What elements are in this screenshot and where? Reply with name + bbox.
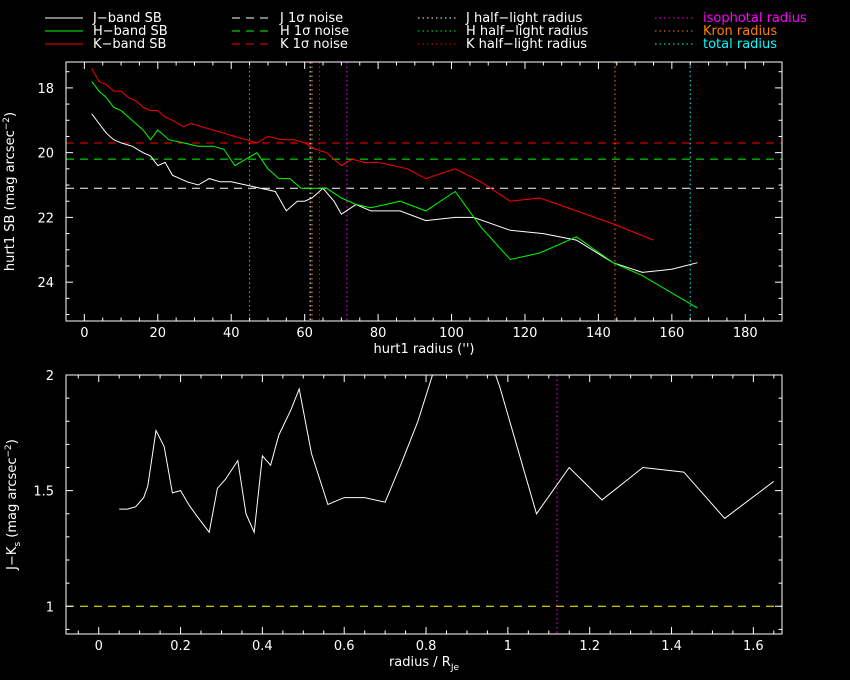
x-tick-label: 0 <box>95 639 103 654</box>
y-tick-label: 20 <box>37 147 54 162</box>
x-tick-label: 1.4 <box>661 639 682 654</box>
series-k-band-sb <box>91 68 654 241</box>
y-tick-label: 1.5 <box>33 485 54 500</box>
legend-label-k-band-sb: K−band SB <box>93 37 166 52</box>
legend-label-j-1-noise: J 1σ noise <box>279 11 343 26</box>
x-tick-label: 0.2 <box>170 639 191 654</box>
x-tick-label: 60 <box>296 326 313 341</box>
x-tick-label: 1.2 <box>579 639 600 654</box>
legend-label-total-radius: total radius <box>703 37 777 52</box>
y-tick-label: 1 <box>46 600 54 615</box>
series-h-band-sb <box>91 81 698 309</box>
y-tick-label: 2 <box>46 369 54 384</box>
legend-label-h-1-noise: H 1σ noise <box>280 24 349 39</box>
legend-label-j-band-sb: J−band SB <box>92 11 162 26</box>
panel1-frame <box>65 61 783 322</box>
x-tick-label: 120 <box>513 326 538 341</box>
x-axis-label: radius / RJe <box>389 655 460 673</box>
panel1-plot-area <box>66 62 782 321</box>
color-profile-panel: 0 0.2 0.4 0.6 0.8 1 1.2 1.4 1.6 1 1.5 2 radius / RJe… <box>4 369 783 673</box>
x-tick-label: 40 <box>223 326 240 341</box>
y-tick-label: 18 <box>37 82 54 97</box>
y-axis-label: J−Ks (mag arcsec−2) <box>4 439 23 571</box>
sb-profile-panel: 0 20 40 60 80 100 120 140 160 180 18 20 22 24 hurt1 ra… <box>2 61 783 357</box>
legend-label-k-1-noise: K 1σ noise <box>280 37 348 52</box>
legend-label-h-band-sb: H−band SB <box>93 24 168 39</box>
x-tick-label: 1 <box>504 639 512 654</box>
x-tick-label: 0.8 <box>416 639 437 654</box>
y-tick-label: 22 <box>37 211 54 226</box>
y-tick-label: 24 <box>37 276 54 291</box>
x-tick-label: 0.4 <box>252 639 273 654</box>
x-tick-label: 180 <box>733 326 758 341</box>
x-tick-label: 0 <box>80 326 88 341</box>
x-tick-label: 140 <box>586 326 611 341</box>
x-tick-label: 20 <box>150 326 167 341</box>
series-j-k <box>119 375 775 535</box>
x-axis-label: hurt1 radius ('') <box>374 342 475 357</box>
panel2-frame <box>65 374 783 635</box>
legend-label-k-half-light-radius: K half−light radius <box>466 37 587 52</box>
y-axis-label: hurt1 SB (mag arcsec−2) <box>2 112 18 271</box>
panel2-plot-area <box>66 375 782 634</box>
legend-label-h-half-light-radius: H half−light radius <box>466 24 589 39</box>
series-j-band-sb <box>91 113 698 273</box>
x-tick-label: 160 <box>659 326 684 341</box>
x-tick-label: 100 <box>439 326 464 341</box>
legend-label-kron-radius: Kron radius <box>703 24 777 39</box>
legend-label-j-half-light-radius: J half−light radius <box>465 11 583 26</box>
x-tick-label: 1.6 <box>743 639 764 654</box>
legend-label-isophotal-radius: isophotal radius <box>703 11 807 26</box>
x-tick-label: 0.6 <box>334 639 355 654</box>
x-tick-label: 80 <box>370 326 387 341</box>
